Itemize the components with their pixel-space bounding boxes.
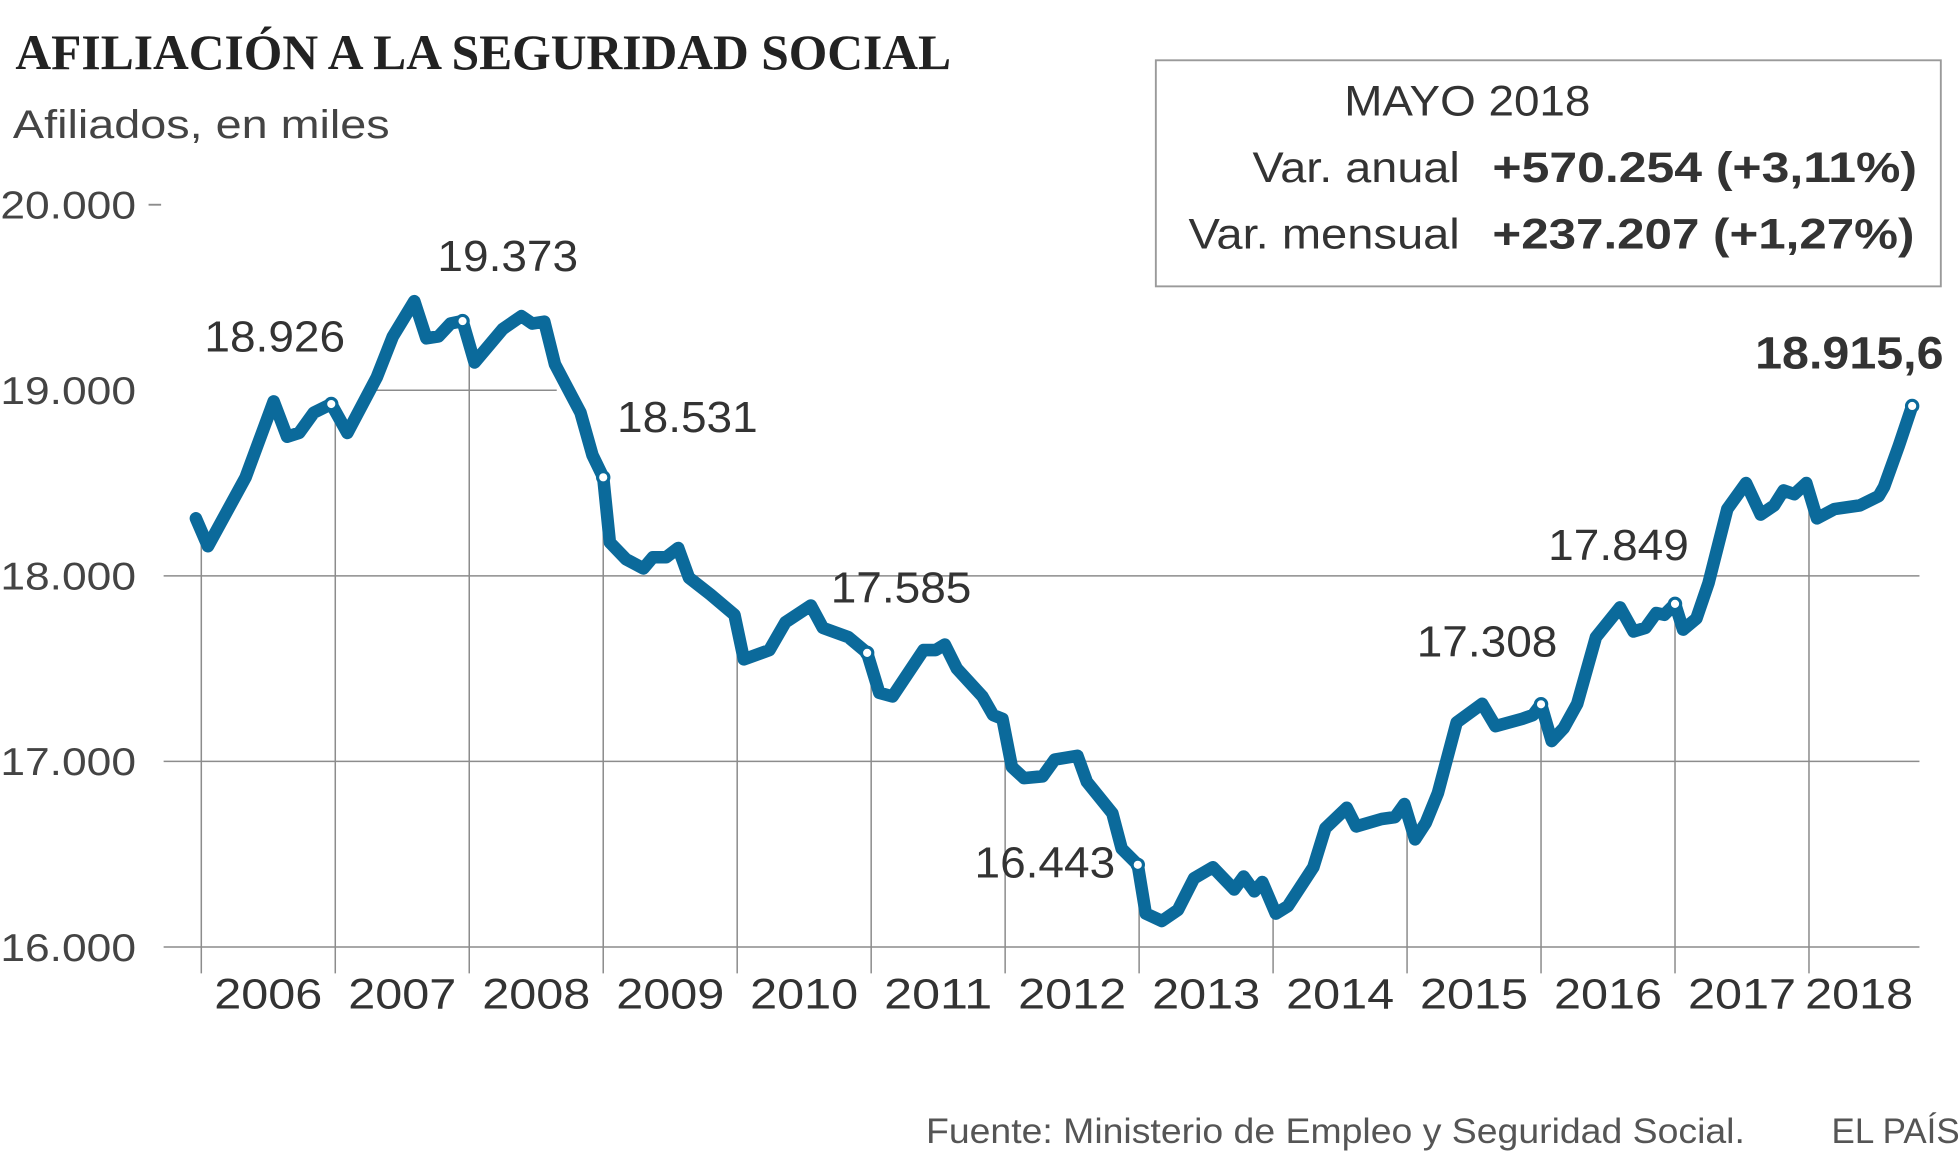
x-tick-label: 2016 <box>1554 971 1662 1019</box>
x-tick-label: 2018 <box>1805 971 1913 1019</box>
annotation-label: 17.849 <box>1548 521 1689 570</box>
source-note: Fuente: Ministerio de Empleo y Seguridad… <box>926 1112 1745 1151</box>
x-tick-label: 2014 <box>1286 971 1394 1019</box>
annotation-marker <box>1667 596 1683 612</box>
x-tick-label: 2010 <box>750 971 858 1019</box>
chart-subtitle: Afiliados, en miles <box>13 102 390 147</box>
x-tick-label: 2007 <box>348 971 456 1019</box>
annotation-label: 16.443 <box>975 838 1116 887</box>
annual-change-value: +570.254 (+3,11%) <box>1492 144 1917 192</box>
y-tick-label: 18.000 <box>0 556 136 599</box>
y-tick-label: 19.000 <box>0 370 136 413</box>
annotation-marker <box>1130 857 1146 873</box>
annotation-marker <box>596 470 611 485</box>
y-tick-label: 17.000 <box>0 741 136 784</box>
x-tick-label: 2012 <box>1018 971 1126 1019</box>
annotation-marker <box>324 396 339 412</box>
monthly-change-value: +237.207 (+1,27%) <box>1492 211 1914 259</box>
annual-change-label: Var. anual <box>1253 144 1460 192</box>
x-tick-label: 2017 <box>1688 971 1796 1019</box>
monthly-change-label: Var. mensual <box>1188 211 1459 259</box>
annotation-label: 18.531 <box>617 393 758 442</box>
annotation-label: 18.915,6 <box>1755 327 1943 378</box>
info-box: MAYO 2018 Var. anual +570.254 (+3,11%) V… <box>1154 59 1942 288</box>
x-tick-label: 2015 <box>1420 971 1528 1019</box>
series-line <box>189 294 1919 928</box>
x-tick-label: 2008 <box>482 971 590 1019</box>
annotation-marker <box>1533 697 1549 712</box>
x-axis: 2006 2007 2008 2009 2010 2011 2012 2013 2014 2015… <box>214 971 1913 1019</box>
y-tick-label: 20.000 <box>0 185 136 228</box>
y-axis: 20.000 19.000 18.000 17.000 16.000 <box>0 185 136 970</box>
info-box-heading: MAYO 2018 <box>1344 78 1590 126</box>
y-tick-label: 16.000 <box>0 927 136 970</box>
annotation-label: 18.926 <box>204 312 345 361</box>
x-tick-label: 2011 <box>884 971 992 1019</box>
annotations: 18.926 19.373 18.531 17.585 16.443 17.308 17.8… <box>204 232 1943 888</box>
x-tick-label: 2009 <box>616 971 724 1019</box>
annotation-label: 17.308 <box>1417 618 1558 667</box>
gridlines <box>148 203 1920 974</box>
annotation-label: 17.585 <box>831 564 972 613</box>
series-affiliates <box>189 294 1919 928</box>
brand-logo: EL PAÍS <box>1832 1112 1960 1151</box>
x-tick-label: 2013 <box>1152 971 1260 1019</box>
annotation-marker <box>859 645 875 661</box>
annotation-marker <box>455 313 470 329</box>
annotation-label: 19.373 <box>437 232 578 281</box>
info-box-frame <box>1154 59 1942 288</box>
annotation-marker <box>1904 398 1920 414</box>
x-tick-label: 2006 <box>214 971 322 1019</box>
chart-title: AFILIACIÓN A LA SEGURIDAD SOCIAL <box>15 24 951 80</box>
